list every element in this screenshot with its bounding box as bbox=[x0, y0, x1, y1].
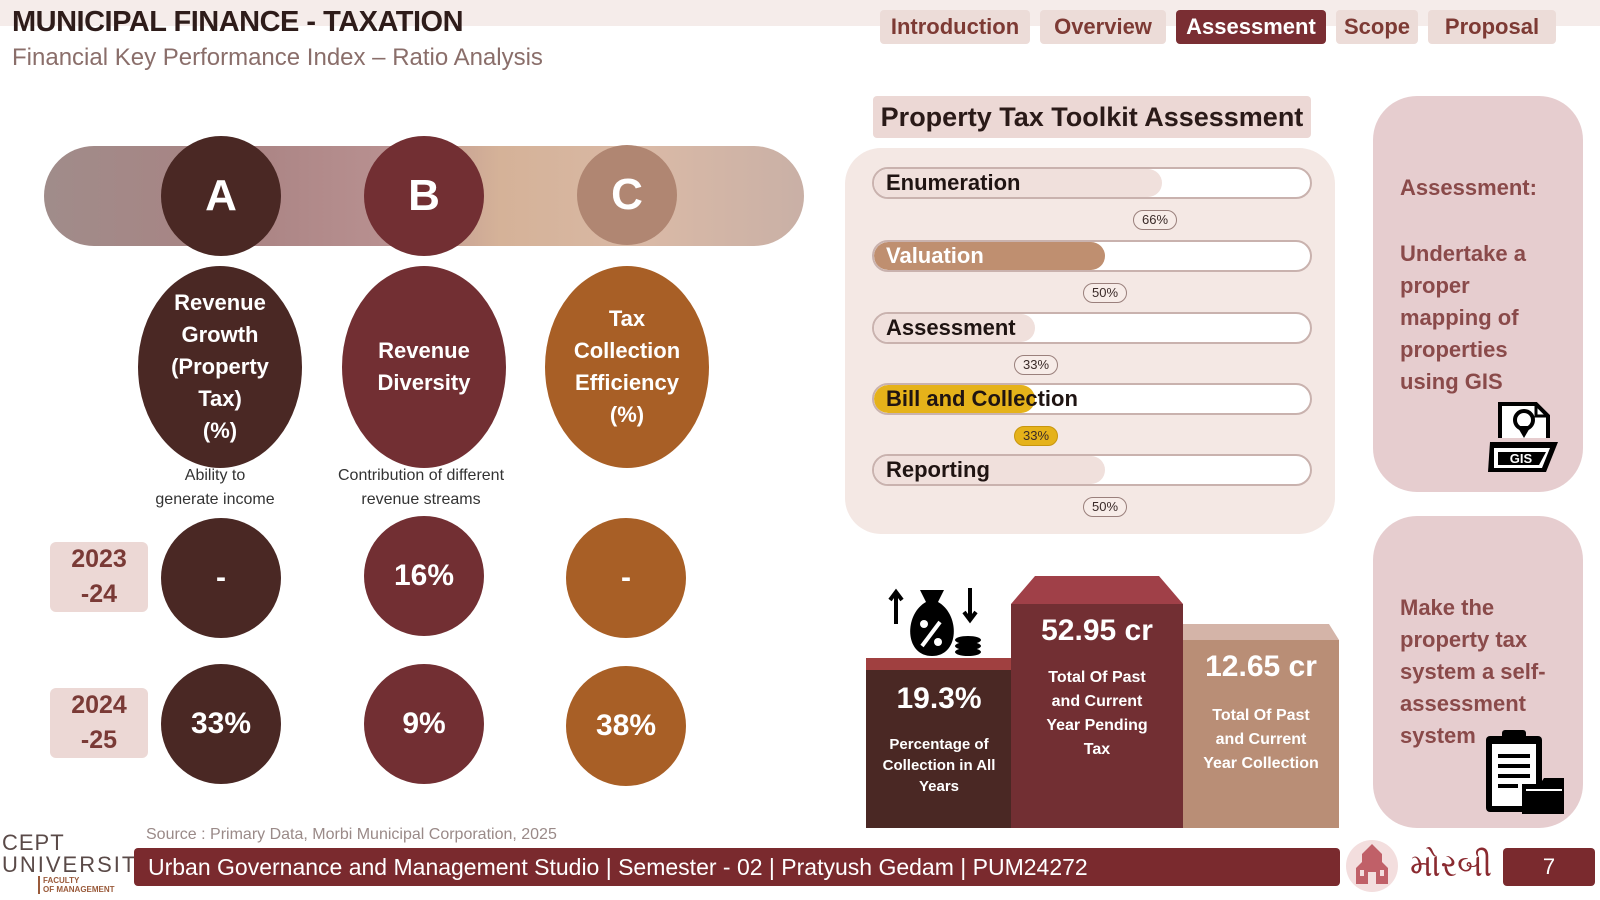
kpi-letter-a: A bbox=[161, 136, 281, 256]
kpi-letter-b: B bbox=[364, 136, 484, 256]
logo-line-2: UNIVERSITY bbox=[2, 852, 155, 877]
card-self-assessment bbox=[1373, 516, 1583, 828]
toolkit-bar-reporting: Reporting bbox=[872, 454, 1312, 486]
toolkit-bar-assessment: Assessment bbox=[872, 312, 1312, 344]
toolkit-bar-fill bbox=[874, 314, 1036, 342]
block-total-collection: 12.65 cr Total Of Past and Current Year … bbox=[1183, 640, 1339, 828]
toolkit-percent-enumeration: 66% bbox=[1133, 210, 1178, 230]
block-cap-collection-total bbox=[1183, 624, 1339, 640]
page-title: MUNICIPAL FINANCE - TAXATION bbox=[12, 6, 464, 38]
kpi-caption-revenue-growth: Ability to generate income bbox=[155, 467, 275, 508]
toolkit-percent-bill-collection: 33% bbox=[1014, 426, 1059, 446]
top-band bbox=[0, 0, 1600, 26]
card-self-assessment-text: Make the property tax system a self-asse… bbox=[1400, 595, 1546, 748]
page-subtitle: Financial Key Performance Index – Ratio … bbox=[12, 44, 543, 71]
tab-proposal[interactable]: Proposal bbox=[1428, 10, 1556, 44]
toolkit-bar-fill bbox=[874, 456, 1106, 484]
source-note: Source : Primary Data, Morbi Municipal C… bbox=[146, 826, 557, 843]
kpi-value-c-2023-24: - bbox=[566, 518, 686, 638]
kpi-caption-revenue-diversity: Contribution of different revenue stream… bbox=[337, 467, 505, 508]
block-label: Total Of Past and Current Year Collectio… bbox=[1203, 707, 1319, 772]
block-collection-percentage: 19.3% Percentage of Collection in All Ye… bbox=[866, 670, 1012, 828]
year-label-2023-24: 2023 -24 bbox=[50, 542, 148, 612]
card-assessment-text: Undertake a proper mapping of properties… bbox=[1400, 241, 1526, 394]
toolkit-bar-fill bbox=[874, 242, 1106, 270]
card-assessment-heading: Assessment: bbox=[1400, 175, 1537, 200]
clipboard-icon bbox=[1482, 726, 1568, 816]
tab-introduction[interactable]: Introduction bbox=[880, 10, 1030, 44]
toolkit-bar-enumeration: Enumeration bbox=[872, 167, 1312, 199]
tab-assessment[interactable]: Assessment bbox=[1176, 10, 1326, 44]
logo-line-3: FACULTY OF MANAGEMENT bbox=[38, 876, 132, 894]
gis-map-icon: GIS bbox=[1486, 398, 1562, 476]
toolkit-percent-reporting: 50% bbox=[1083, 497, 1128, 517]
kpi-value-b-2023-24: 16% bbox=[364, 516, 484, 636]
tax-bag-icon bbox=[886, 584, 986, 660]
city-emblem-icon bbox=[1346, 840, 1398, 892]
toolkit-bar-valuation: Valuation bbox=[872, 240, 1312, 272]
toolkit-bar-label: Assessment bbox=[886, 315, 1016, 340]
footer-bar: Urban Governance and Management Studio |… bbox=[134, 848, 1340, 886]
block-value: 12.65 cr bbox=[1205, 650, 1317, 683]
block-value: 19.3% bbox=[896, 682, 982, 715]
toolkit-bar-fill bbox=[874, 385, 1036, 413]
block-pending-tax: 52.95 cr Total Of Past and Current Year … bbox=[1011, 604, 1183, 828]
kpi-value-a-2024-25: 33% bbox=[161, 664, 281, 784]
toolkit-title: Property Tax Toolkit Assessment bbox=[873, 96, 1311, 138]
kpi-header-revenue-growth: Revenue Growth (Property Tax) (%) bbox=[138, 266, 302, 468]
logo-line-1: CEPT bbox=[2, 830, 65, 855]
toolkit-bar-label: Enumeration bbox=[886, 170, 1021, 195]
block-cap-pending bbox=[1011, 576, 1183, 604]
block-cap-collection bbox=[866, 658, 1012, 670]
block-value: 52.95 cr bbox=[1041, 614, 1153, 647]
toolkit-bar-label: Bill and Collection bbox=[886, 386, 1078, 411]
kpi-value-b-2024-25: 9% bbox=[364, 664, 484, 784]
kpi-letter-c: C bbox=[577, 145, 677, 245]
city-name: મોરબી bbox=[1410, 846, 1492, 884]
tab-overview[interactable]: Overview bbox=[1040, 10, 1166, 44]
kpi-value-c-2024-25: 38% bbox=[566, 666, 686, 786]
year-label-2024-25: 2024 -25 bbox=[50, 688, 148, 758]
kpi-value-a-2023-24: - bbox=[161, 518, 281, 638]
toolkit-bar-label: Valuation bbox=[886, 243, 984, 268]
tab-scope[interactable]: Scope bbox=[1336, 10, 1418, 44]
kpi-header-revenue-diversity: Revenue Diversity bbox=[342, 266, 506, 468]
gis-icon-label: GIS bbox=[1510, 451, 1533, 466]
toolkit-bar-label: Reporting bbox=[886, 457, 990, 482]
kpi-header-collection-efficiency: Tax Collection Efficiency (%) bbox=[545, 266, 709, 468]
toolkit-percent-assessment: 33% bbox=[1014, 355, 1059, 375]
toolkit-bar-fill bbox=[874, 169, 1162, 197]
toolkit-bar-bill-collection: Bill and Collection bbox=[872, 383, 1312, 415]
toolkit-percent-valuation: 50% bbox=[1083, 283, 1128, 303]
cept-logo: CEPT UNIVERSITY FACULTY OF MANAGEMENT bbox=[2, 830, 155, 894]
block-label: Percentage of Collection in All Years bbox=[882, 736, 996, 795]
page-number: 7 bbox=[1503, 848, 1595, 886]
block-label: Total Of Past and Current Year Pending T… bbox=[1046, 669, 1148, 758]
